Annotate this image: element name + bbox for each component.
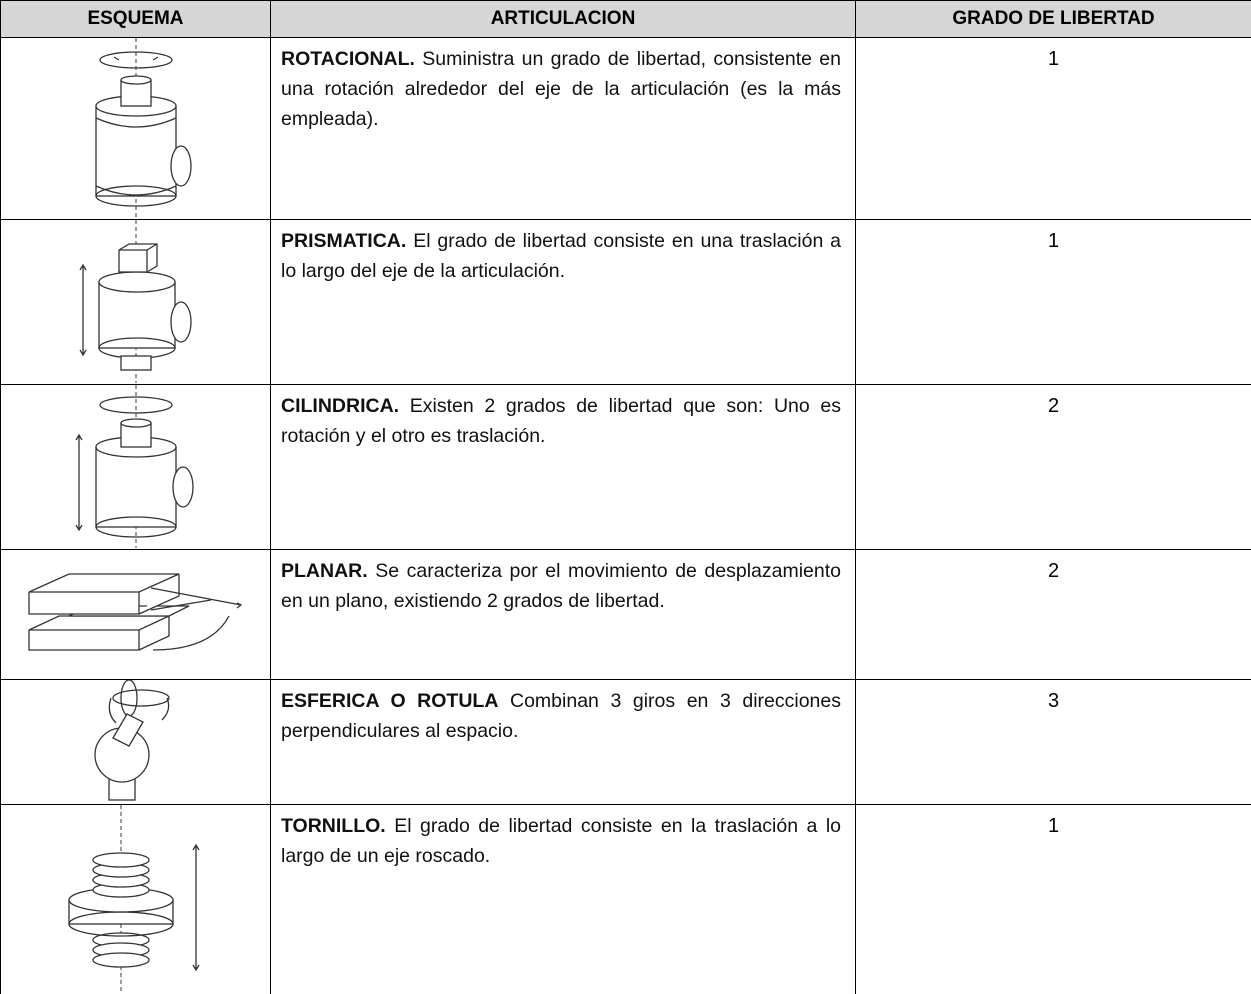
header-cell: GRADO DE LIBERTAD — [855, 0, 1251, 38]
spherical-joint-sketch — [94, 680, 170, 801]
description-cell: ESFERICA O ROTULA Combinan 3 giros en 3 … — [270, 679, 856, 805]
schema-cell — [0, 549, 271, 680]
description-cell: TORNILLO. El grado de libertad consiste … — [270, 804, 856, 994]
header-cell: ESQUEMA — [0, 0, 271, 38]
dof-cell: 1 — [855, 804, 1251, 994]
row: ESFERICA O ROTULA Combinan 3 giros en 3 … — [0, 679, 1251, 805]
rotational-joint-sketch — [95, 38, 192, 218]
joint-name: ROTACIONAL. — [281, 48, 415, 70]
schema-cell — [0, 804, 271, 994]
dof-cell: 3 — [855, 679, 1251, 805]
joint-name: PLANAR. — [281, 560, 368, 582]
joint-name: PRISMATICA. — [281, 230, 407, 252]
dof-cell: 1 — [855, 219, 1251, 385]
schema-cell — [0, 679, 271, 805]
row: PRISMATICA. El grado de libertad consist… — [0, 219, 1251, 385]
screw-joint-sketch — [68, 805, 200, 992]
joint-description: Combinan 3 giros en 3 direcciones perpen… — [281, 690, 841, 742]
joint-name: TORNILLO. — [281, 815, 386, 837]
header-cell: ARTICULACION — [270, 0, 856, 38]
joint-description: Suministra un grado de libertad, consist… — [281, 48, 841, 130]
description-cell: CILINDRICA. Existen 2 grados de libertad… — [270, 384, 856, 550]
dof-cell: 2 — [855, 549, 1251, 680]
header-row: ESQUEMA ARTICULACION GRADO DE LIBERTAD — [0, 0, 1251, 38]
prismatic-joint-sketch — [79, 220, 192, 383]
joint-name: CILINDRICA. — [281, 395, 400, 417]
joint-name: ESFERICA O ROTULA — [281, 690, 499, 712]
joint-description: Se caracteriza por el movimiento de desp… — [281, 560, 842, 612]
row: PLANAR. Se caracteriza por el movimiento… — [0, 549, 1251, 680]
schema-cell — [0, 37, 271, 220]
joint-description: El grado de libertad consiste en la tras… — [281, 815, 842, 867]
planar-joint-sketch — [28, 573, 243, 651]
row: CILINDRICA. Existen 2 grados de libertad… — [0, 384, 1251, 550]
joint-description: El grado de libertad consiste en una tra… — [281, 230, 842, 282]
dof-cell: 2 — [855, 384, 1251, 550]
schema-cell — [0, 219, 271, 385]
joint-description: Existen 2 grados de libertad que son: Un… — [281, 395, 841, 447]
description-cell: ROTACIONAL. Suministra un grado de liber… — [270, 37, 856, 220]
row: TORNILLO. El grado de libertad consiste … — [0, 804, 1251, 994]
row: ROTACIONAL. Suministra un grado de liber… — [0, 37, 1251, 220]
description-cell: PRISMATICA. El grado de libertad consist… — [270, 219, 856, 385]
schema-cell — [0, 384, 271, 550]
description-cell: PLANAR. Se caracteriza por el movimiento… — [270, 549, 856, 680]
dof-cell: 1 — [855, 37, 1251, 220]
cylindrical-joint-sketch — [75, 385, 194, 548]
